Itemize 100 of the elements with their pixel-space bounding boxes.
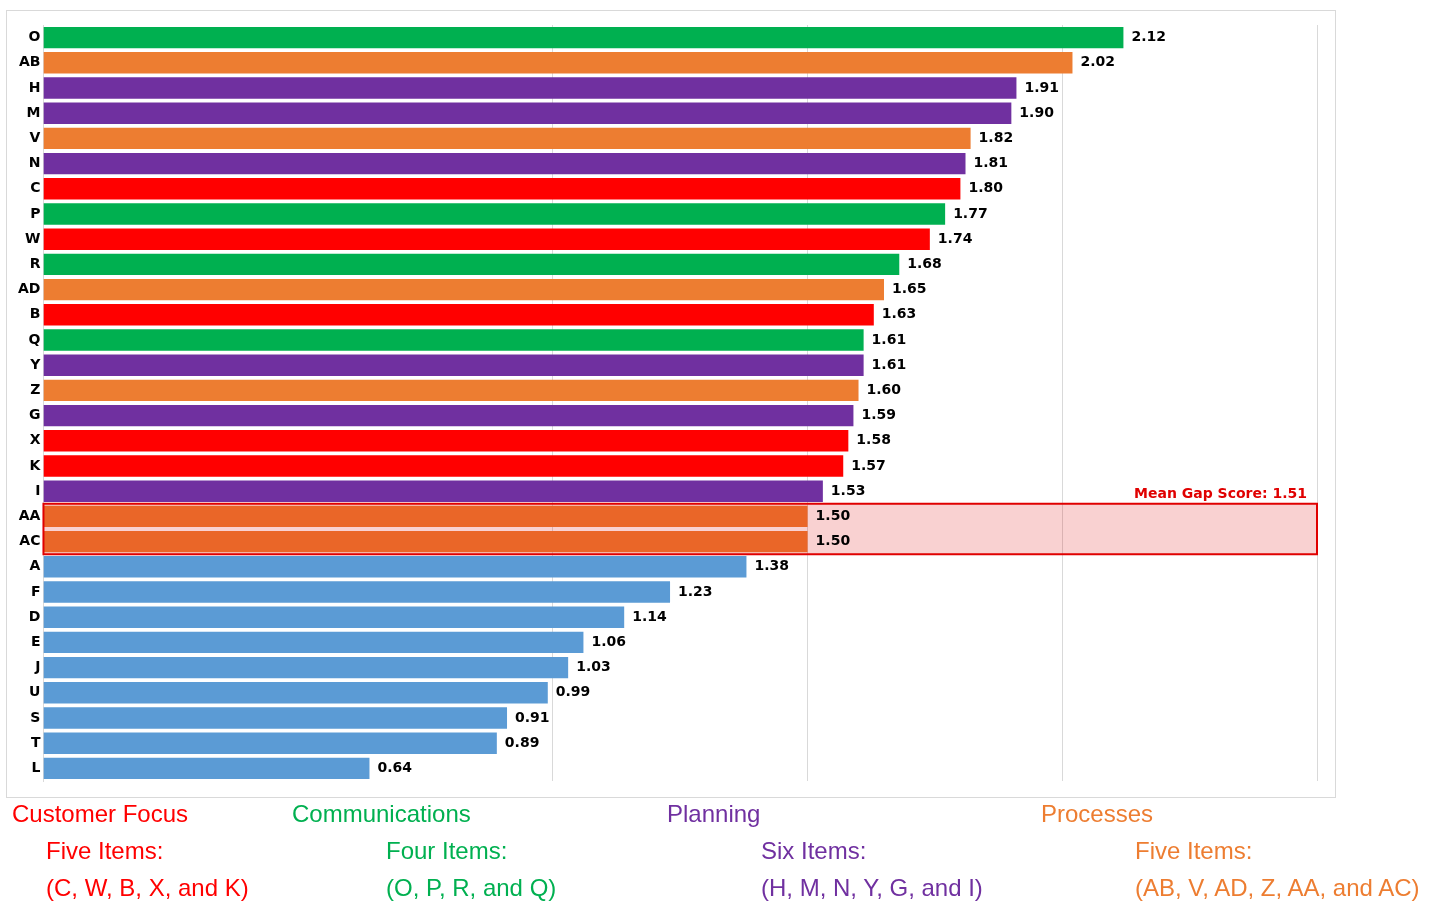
bar xyxy=(43,430,849,452)
data-label: 1.77 xyxy=(953,204,988,221)
bar xyxy=(43,203,946,225)
data-label: 1.74 xyxy=(937,229,973,246)
y-tick-label: N xyxy=(28,154,41,171)
y-tick-label: H xyxy=(28,78,41,95)
data-label: 1.50 xyxy=(815,532,851,549)
data-label: 2.02 xyxy=(1080,53,1116,70)
data-label: 1.50 xyxy=(815,507,851,524)
bar xyxy=(43,26,1124,49)
data-label: 1.03 xyxy=(576,658,611,675)
text: (O, P, R, and Q) xyxy=(385,874,557,903)
y-tick-label: AB xyxy=(18,53,41,70)
y-tick-label: W xyxy=(25,229,41,246)
data-label: 1.58 xyxy=(856,431,891,448)
bar xyxy=(43,102,1012,124)
data-label: 1.61 xyxy=(871,355,907,372)
y-tick-label: K xyxy=(29,456,42,473)
bar xyxy=(43,127,971,150)
band-label: Mean Gap Score: 1.51 xyxy=(1134,485,1307,502)
y-tick-label: P xyxy=(30,204,41,221)
bar xyxy=(43,505,808,528)
y-tick-label: Q xyxy=(28,330,41,347)
data-label: 1.57 xyxy=(851,456,886,473)
bar xyxy=(43,530,808,553)
text: Five Items: xyxy=(45,837,165,866)
bar xyxy=(43,178,961,200)
data-label: 1.68 xyxy=(907,255,942,272)
bar xyxy=(43,278,884,301)
text: Customer Focus xyxy=(12,800,190,829)
data-label: 0.64 xyxy=(377,759,413,776)
bar xyxy=(43,52,1073,74)
y-tick-label: AA xyxy=(18,507,41,524)
y-tick-label: D xyxy=(28,607,41,624)
data-label: 1.91 xyxy=(1024,78,1059,95)
bar xyxy=(43,581,671,603)
data-label: 1.90 xyxy=(1019,103,1055,120)
y-tick-label: Y xyxy=(29,355,42,372)
data-label: 2.12 xyxy=(1131,28,1166,45)
y-tick-label: R xyxy=(29,255,41,272)
y-tick-label: X xyxy=(29,431,41,448)
data-label: 1.23 xyxy=(678,582,713,599)
bar xyxy=(43,757,370,780)
text: (H, M, N, Y, G, and I) xyxy=(760,874,983,903)
bar xyxy=(43,304,874,326)
data-label: 1.59 xyxy=(861,406,896,423)
bar xyxy=(43,77,1017,99)
data-label: 1.65 xyxy=(892,280,927,297)
y-tick-label: C xyxy=(30,179,41,196)
y-tick-label: G xyxy=(28,406,41,423)
y-tick-label: O xyxy=(28,28,41,45)
y-tick-label: M xyxy=(26,103,41,120)
data-label: 1.80 xyxy=(968,179,1004,196)
y-tick-label: Z xyxy=(30,381,41,398)
data-label: 1.82 xyxy=(978,129,1014,146)
data-label: 0.91 xyxy=(515,708,550,725)
text: Processes xyxy=(1041,800,1155,829)
data-label: 1.06 xyxy=(591,633,626,650)
y-tick-label: E xyxy=(30,633,41,650)
data-label: 1.53 xyxy=(830,481,866,498)
text: Five Items: xyxy=(1134,837,1254,866)
y-tick-label: S xyxy=(30,708,41,725)
text: Communications xyxy=(292,800,472,829)
bar xyxy=(43,379,859,402)
y-tick-label: L xyxy=(31,759,41,776)
data-label: 1.38 xyxy=(754,557,789,574)
y-tick-label: T xyxy=(30,733,41,750)
bar xyxy=(43,253,900,276)
bar xyxy=(43,329,864,351)
y-tick-label: AC xyxy=(19,532,41,549)
y-tick-label: V xyxy=(29,129,41,146)
bar xyxy=(43,606,625,628)
data-label: 1.81 xyxy=(973,154,1009,171)
bar xyxy=(43,631,584,654)
bar xyxy=(43,656,569,679)
data-label: 1.14 xyxy=(632,607,667,624)
y-tick-label: U xyxy=(29,683,41,700)
data-label: 1.63 xyxy=(881,305,917,322)
bar xyxy=(43,732,497,754)
y-tick-label: I xyxy=(35,481,41,498)
y-tick-label: F xyxy=(30,582,41,599)
text: (C, W, B, X, and K) xyxy=(45,874,249,903)
y-tick-label: A xyxy=(29,557,41,574)
text: Six Items: xyxy=(760,837,868,866)
bar xyxy=(43,354,864,376)
text: (AB, V, AD, Z, AA, and AC) xyxy=(1134,874,1420,903)
y-tick-label: AD xyxy=(17,280,41,297)
bar xyxy=(43,556,747,578)
bar xyxy=(43,455,844,477)
text: Planning xyxy=(667,800,762,829)
bar xyxy=(43,152,966,175)
data-label: 1.61 xyxy=(871,330,907,347)
bar xyxy=(43,228,930,250)
data-label: 1.60 xyxy=(866,381,902,398)
data-label: 0.99 xyxy=(555,683,591,700)
text: Four Items: xyxy=(385,837,509,866)
data-label: 0.89 xyxy=(504,733,540,750)
bar xyxy=(43,404,854,427)
y-tick-label: J xyxy=(34,658,41,675)
bar xyxy=(43,682,548,704)
